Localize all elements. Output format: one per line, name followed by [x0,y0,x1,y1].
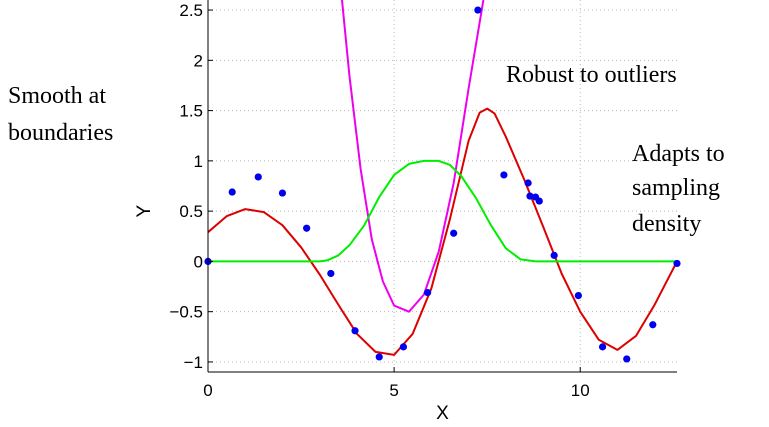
data-point [303,224,311,232]
x-tick-label: 10 [571,381,590,400]
annotation-robust-outliers: Robust to outliers [506,62,677,88]
data-point [535,197,543,205]
y-tick-label: 2 [194,51,203,70]
annotation-adapts-density-line1: Adapts to [632,141,725,167]
data-point [228,188,236,196]
y-tick-label: −0.5 [169,303,203,322]
annotation-smooth-boundaries-line2: boundaries [8,120,113,146]
data-point [327,269,335,278]
annotation-adapts-density-line3: density [632,211,701,237]
x-tick-label: 5 [389,381,398,400]
data-point [598,343,607,351]
data-point [526,192,534,200]
data-point [474,6,482,14]
tick-labels: 0 5 10 −1 −0.5 0 0.5 1 1.5 2 2.5 [169,1,589,400]
data-point [278,189,287,197]
annotation-smooth-boundaries-line1: Smooth at [8,83,106,109]
y-tick-label: 0.5 [179,202,203,221]
y-tick-label: 1.5 [179,102,203,121]
data-point [450,229,458,237]
data-point [375,353,383,361]
series-line-1 [341,0,485,313]
data-point [351,327,359,335]
data-point [254,173,262,181]
x-axis-label: X [436,403,449,424]
data-point [524,179,532,187]
x-tick-label: 0 [203,381,212,400]
y-tick-label: 1 [194,152,203,171]
grid [207,0,677,372]
data-point [399,343,408,351]
data-point [574,291,582,300]
y-tick-label: 0 [194,252,203,271]
data-points [204,6,681,363]
axes [207,0,677,373]
series-line-0 [208,107,677,356]
series-line-2 [208,159,677,263]
series-layer [208,0,677,356]
data-point [649,321,657,329]
y-tick-label: 2.5 [179,1,203,20]
data-point [550,251,558,259]
y-axis-label: Y [134,204,155,217]
data-point [673,259,681,268]
data-point [623,355,631,363]
annotation-adapts-density-line2: sampling [632,175,720,201]
data-point [500,171,508,179]
y-tick-label: −1 [184,353,203,372]
data-point [424,288,432,297]
